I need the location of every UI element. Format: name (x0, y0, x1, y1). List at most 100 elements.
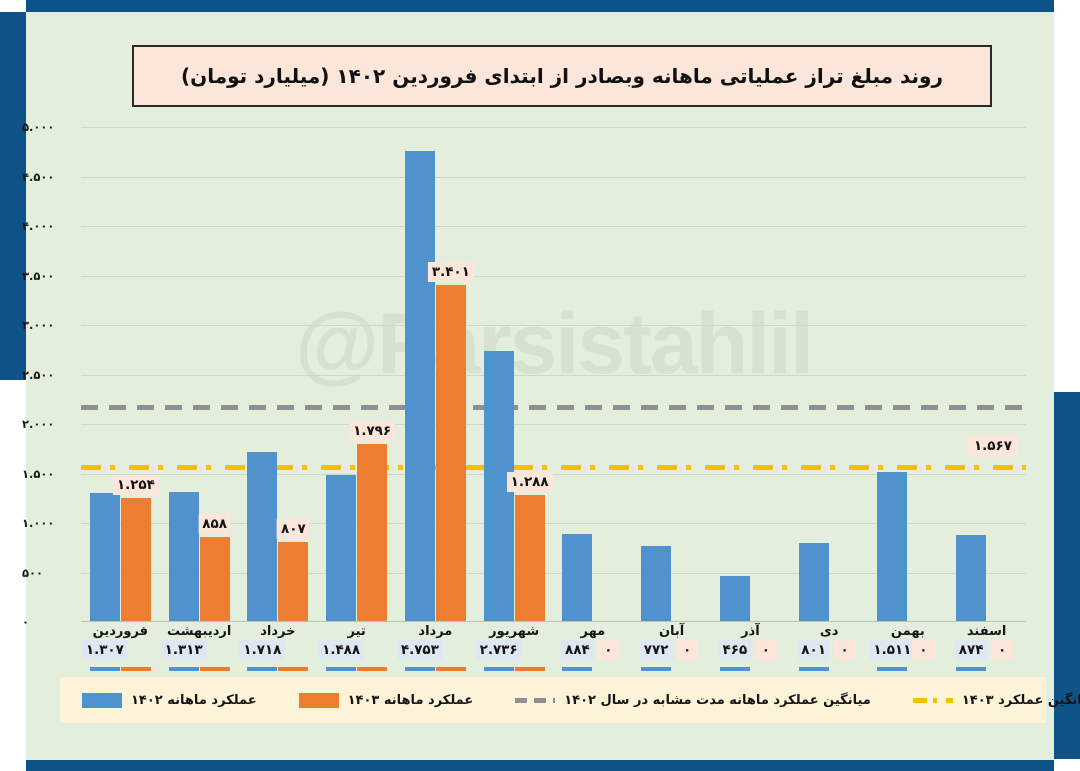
legend-swatch-dashgray (515, 697, 556, 703)
bar-group: ۷۷۲ ۰ (632, 127, 711, 671)
bar-1402[interactable]: ۱.۳۱۳ (160, 492, 207, 671)
bar-1403[interactable]: ۱.۷۹۶ (349, 421, 396, 671)
bar-value-label-1402: ۱.۳۱۳ (160, 640, 207, 660)
y-axis-tick-label: ۴.۵۰۰ (22, 169, 55, 184)
bar-value-label-1402: ۴۶۵ (718, 640, 752, 660)
x-axis-label: مرداد (418, 624, 453, 639)
page-edge-right (1054, 0, 1080, 392)
bar-1403[interactable]: ۸۵۸ (198, 514, 231, 671)
bar-tick-stub-1403 (357, 667, 388, 671)
grid-line (81, 424, 1026, 425)
bar-1402[interactable]: ۱.۵۱۱ (869, 472, 916, 671)
bar-1402[interactable]: ۸۷۴ (954, 535, 988, 671)
reference-line-avg-1403 (81, 464, 1026, 470)
bar-1402[interactable]: ۸۸۴ (561, 534, 594, 671)
bar-group: ۱.۷۱۸ ۸۰۷ (239, 127, 318, 671)
grid-line (81, 176, 1026, 178)
bar-group: ۸۰۱ ۰ (790, 127, 869, 671)
bar-1403[interactable]: ۱.۲۵۴ (112, 474, 159, 671)
legend-item[interactable]: میانگین عملکرد ۱۴۰۳ (912, 692, 1080, 708)
bar-group: ۱.۴۸۸ ۱.۷۹۶ (317, 127, 396, 671)
legend-label: عملکرد ماهانه ۱۴۰۳ (347, 692, 474, 708)
bar-value-label-1402: ۱.۴۸۸ (318, 640, 365, 660)
grid-line (81, 275, 1026, 277)
legend-swatch-blue (82, 692, 122, 708)
bar-value-label-1403-zero: ۰ (833, 640, 856, 660)
bar-tick-stub-1403 (120, 667, 151, 671)
bar-1402[interactable]: ۴۶۵ (718, 575, 752, 671)
bar-tick-stub-1403 (199, 667, 230, 671)
x-axis-label: اسفند (966, 624, 1007, 639)
bar-1403[interactable]: ۱.۲۸۸ (506, 471, 553, 671)
bar-tick-stub-1402 (404, 667, 435, 671)
bar-value-label-1402: ۷۷۲ (639, 640, 673, 660)
y-axis-tick-label: ۱.۰۰۰ (22, 516, 55, 530)
bar-1402[interactable]: ۸۰۱ (797, 542, 830, 671)
bar-tick-stub-1403 (435, 667, 466, 671)
bar-value-label-1402: ۱.۵۱۱ (869, 640, 916, 660)
bar-group: ۴۶۵ ۰ (711, 127, 790, 671)
bar-value-label-1402: ۸۷۴ (954, 640, 988, 660)
bar-value-label-1403-zero: ۰ (676, 640, 699, 660)
plot-area: @Parsistahlil ۰ ۵۰۰ ۱.۰۰۰ ۱.۵۰۰ ۲.۰۰۰ ۲.۵۰۰ ۳.… (22, 120, 1026, 671)
bar-value-label-1403: ۳.۴۰۱ (427, 262, 474, 283)
bar-tick-stub-1402 (168, 667, 199, 671)
bar-tick-stub-1403 (514, 667, 545, 671)
x-axis-label: بهمن (890, 624, 925, 639)
bar-value-label-1403: ۱.۷۹۶ (349, 421, 396, 442)
x-axis-label: دی (819, 624, 839, 639)
legend-label: میانگین عملکرد ۱۴۰۳ (961, 692, 1080, 708)
legend-item[interactable]: میانگین عملکرد ماهانه مدت مشابه در سال ۱… (515, 693, 871, 708)
bar-value-label-1403: ۱.۲۸۸ (506, 471, 553, 492)
y-axis-tick-label: ۴.۰۰۰ (22, 219, 55, 233)
bar-1402[interactable]: ۱.۴۸۸ (318, 474, 365, 671)
legend-item[interactable]: عملکرد ماهانه ۱۴۰۳ (298, 692, 474, 708)
x-axis-label: فروردین (92, 624, 149, 639)
reference-line-avg-1402 (81, 405, 1026, 411)
bar-1403[interactable]: ۸۰۷ (277, 519, 310, 671)
x-axis-label: آذر (741, 624, 760, 639)
bar-value-label-1403: ۸۵۸ (198, 514, 231, 535)
bar-tick-stub-1402 (877, 667, 908, 671)
y-axis-tick-label: ۰ (22, 615, 30, 629)
page-corner-top-left (0, 0, 26, 12)
bar-value-label-1402: ۱.۳۰۷ (81, 640, 128, 660)
y-axis-tick-label: ۵۰۰ (22, 565, 44, 580)
bar-1402[interactable]: ۱.۳۰۷ (81, 492, 128, 671)
bar-1403[interactable]: ۳.۴۰۱ (427, 262, 474, 671)
x-axis-label: مهر (580, 624, 606, 639)
bar-1402[interactable]: ۷۷۲ (639, 545, 673, 671)
grid-line (81, 127, 1026, 128)
bar-1402[interactable]: ۴.۷۵۳ (396, 151, 443, 671)
bar-1402[interactable]: ۱.۷۱۸ (239, 451, 286, 671)
bar-group: ۸۷۴ ۰ (947, 127, 1026, 671)
y-axis-tick-label: ۲.۰۰۰ (22, 417, 55, 431)
x-axis-label: خرداد (260, 624, 296, 639)
grid-line (81, 374, 1026, 376)
reference-line-value-label: ۱.۵۶۷ (967, 434, 1018, 457)
bar-tick-stub-1402 (89, 667, 120, 671)
legend-label: میانگین عملکرد ماهانه مدت مشابه در سال ۱… (564, 692, 871, 708)
bar-tick-stub-1402 (247, 667, 278, 671)
grid-line (81, 473, 1026, 475)
page-title: روند مبلغ تراز عملیاتی ماهانه وبصادر از … (181, 64, 943, 88)
grid-line (81, 523, 1026, 524)
legend-item[interactable]: عملکرد ماهانه ۱۴۰۲ (82, 692, 257, 708)
bar-group: ۱.۵۱۱ ۰ (869, 127, 948, 671)
grid-line (81, 325, 1026, 326)
page-edge-left (0, 380, 26, 771)
legend-swatch-orange (298, 692, 339, 708)
x-axis-label: شهریور (489, 624, 540, 639)
x-axis-label: آبان (658, 624, 685, 639)
chart-title-box: روند مبلغ تراز عملیاتی ماهانه وبصادر از … (132, 45, 992, 107)
bar-tick-stub-1402 (798, 667, 829, 671)
bar-tick-stub-1402 (483, 667, 514, 671)
bar-group: ۱.۳۰۷ ۱.۲۵۴ (81, 127, 160, 671)
legend-swatch-dashyellow (912, 697, 953, 703)
bar-groups: ۱.۳۰۷ ۱.۲۵۴ ۱.۳۱۳ ۸۵۸ ۱.۷۱۸ ۸۰۷ ۱.۴۸۸ ۱.۷۹۶ ۴.۷۵… (81, 127, 1026, 671)
bar-tick-stub-1402 (956, 667, 987, 671)
y-axis-tick-label: ۲.۵۰۰ (22, 367, 55, 382)
bar-value-label-1402: ۲.۷۳۶ (475, 640, 522, 660)
y-axis-tick-label: ۱.۵۰۰ (22, 466, 55, 481)
bar-value-label-1402: ۴.۷۵۳ (396, 640, 443, 660)
